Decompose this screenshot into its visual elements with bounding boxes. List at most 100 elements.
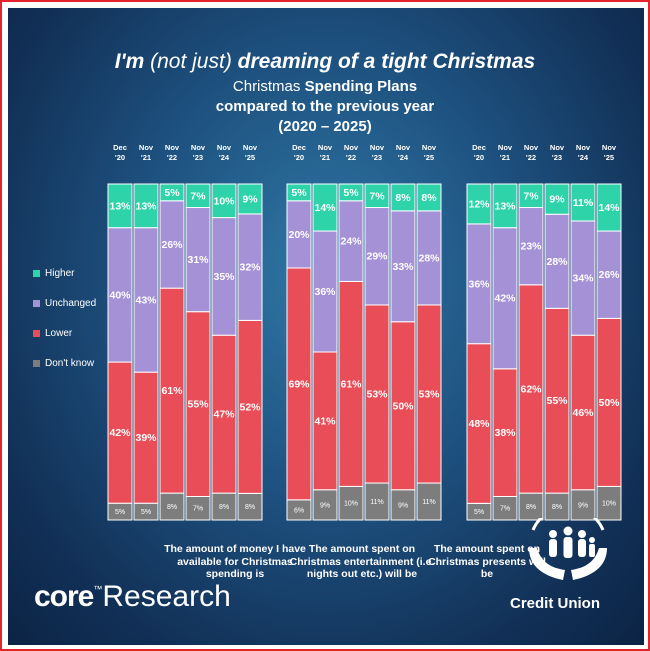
data-label-don-t-know: 8% [219, 504, 229, 511]
data-label-lower: 53% [366, 389, 388, 401]
legend-label-lower: Lower [45, 327, 73, 339]
cu-person-3-body [578, 539, 586, 557]
bar-segment-lower [570, 334, 596, 491]
data-label-unchanged: 28% [418, 252, 440, 264]
data-label-don-t-know: 8% [552, 504, 562, 511]
data-label-don-t-know: 9% [578, 502, 588, 509]
category-label-year: '22 [346, 153, 356, 162]
category-label-month: Nov [191, 143, 206, 152]
data-label-higher: 10% [213, 195, 235, 207]
data-label-higher: 14% [598, 202, 620, 214]
core-research-logo: core™Research [34, 580, 231, 614]
category-label-month: Nov [243, 143, 258, 152]
subtitle-years: (2020 – 2025) [278, 118, 372, 135]
data-label-higher: 13% [109, 200, 131, 212]
bar-segment-unchanged [544, 213, 570, 309]
data-label-lower: 52% [239, 401, 261, 413]
bar-segment-higher [133, 183, 159, 229]
data-label-unchanged: 20% [288, 229, 310, 241]
data-label-lower: 55% [187, 399, 209, 411]
bar-segment-lower [185, 311, 211, 497]
category-label-month: Nov [602, 143, 617, 152]
cu-person-4-head [589, 537, 595, 543]
data-label-unchanged: 31% [187, 254, 209, 266]
category-label-month: Dec [113, 143, 127, 152]
data-label-unchanged: 23% [520, 241, 542, 253]
bar-segment-higher [185, 183, 211, 209]
category-label-month: Nov [576, 143, 591, 152]
bar-segment-higher [364, 183, 390, 209]
bar-segment-higher [544, 183, 570, 215]
bar-segment-higher [237, 183, 263, 215]
data-label-don-t-know: 10% [602, 501, 616, 508]
data-label-lower: 46% [572, 407, 594, 419]
legend-label-higher: Higher [45, 267, 75, 279]
data-label-don-t-know: 8% [526, 504, 536, 511]
data-label-higher: 5% [343, 187, 359, 199]
data-label-unchanged: 42% [494, 293, 516, 305]
data-label-lower: 50% [392, 400, 414, 412]
bar-segment-lower [364, 304, 390, 484]
bar-segment-unchanged [390, 210, 416, 323]
data-label-higher: 7% [523, 190, 539, 202]
data-label-don-t-know: 7% [500, 506, 510, 513]
bar-segment-higher [211, 183, 237, 219]
legend-swatch-lower [33, 329, 40, 337]
subtitle-line-2: compared to the previous year [215, 98, 435, 115]
data-label-higher: 13% [494, 200, 516, 212]
bar-segment-don-t-know [211, 492, 237, 521]
credit-union-hands-icon [529, 518, 607, 580]
category-label-month: Nov [165, 143, 180, 152]
bar-segment-higher [107, 183, 133, 229]
cu-person-3-head [578, 530, 586, 538]
bar-segment-don-t-know [390, 489, 416, 521]
data-label-lower: 39% [135, 432, 157, 444]
category-label-year: '25 [245, 153, 255, 162]
data-label-unchanged: 43% [135, 294, 157, 306]
category-label-month: Nov [396, 143, 411, 152]
bar-segment-unchanged [107, 227, 133, 363]
bar-segment-higher [338, 183, 364, 202]
subtitle-bold: Spending Plans [304, 78, 418, 95]
data-label-higher: 8% [395, 192, 411, 204]
bar-segment-don-t-know [544, 492, 570, 521]
bar-segment-higher [570, 183, 596, 222]
bar-segment-higher [286, 183, 312, 202]
data-label-unchanged: 29% [366, 251, 388, 263]
data-label-lower: 61% [340, 378, 362, 390]
category-label-month: Nov [139, 143, 154, 152]
bar-segment-higher [492, 183, 518, 229]
data-label-higher: 9% [242, 193, 258, 205]
bar-segment-unchanged [570, 220, 596, 336]
cu-right-hand [571, 548, 607, 580]
data-label-unchanged: 40% [109, 289, 131, 301]
category-label-year: '24 [398, 153, 409, 162]
category-label-year: '24 [219, 153, 230, 162]
data-label-higher: 5% [291, 187, 307, 199]
data-label-lower: 55% [546, 395, 568, 407]
data-label-higher: 12% [468, 198, 490, 210]
bar-segment-unchanged [518, 207, 544, 286]
data-label-higher: 7% [369, 190, 385, 202]
credit-union-label: Credit Union [510, 595, 600, 612]
category-label-month: Dec [472, 143, 486, 152]
bar-segment-higher [466, 183, 492, 225]
title-suffix: dreaming of a tight Christmas [237, 50, 536, 73]
caption-money-available: The amount of money I have available for… [164, 543, 306, 580]
cu-person-4-body [589, 544, 595, 557]
data-label-higher: 14% [314, 202, 336, 214]
legend-item-unchanged: Unchanged [33, 296, 96, 310]
bar-segment-don-t-know [416, 482, 442, 521]
data-label-higher: 9% [549, 194, 565, 206]
title-light: (not just) [150, 50, 232, 73]
data-label-unchanged: 24% [340, 236, 362, 248]
caption-entertainment: The amount spent on Christmas entertainm… [289, 543, 435, 580]
legend-label-unchanged: Unchanged [45, 297, 97, 309]
logo-core: core [34, 580, 94, 613]
data-label-lower: 38% [494, 427, 516, 439]
category-label-year: '23 [372, 153, 382, 162]
data-label-don-t-know: 8% [245, 504, 255, 511]
bar-segment-don-t-know [596, 485, 622, 521]
bar-segment-higher [312, 183, 338, 232]
data-label-higher: 11% [573, 197, 594, 209]
